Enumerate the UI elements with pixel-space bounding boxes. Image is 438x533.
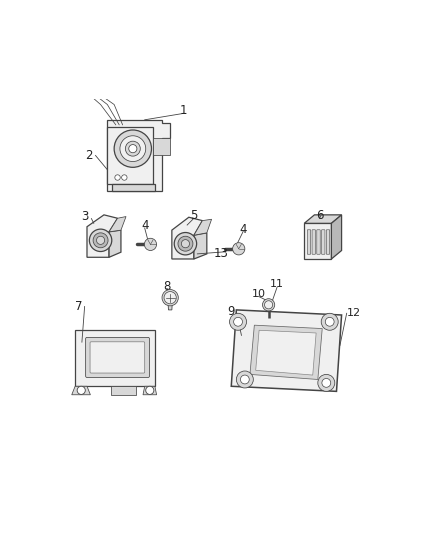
Circle shape [174, 232, 197, 255]
Polygon shape [109, 230, 121, 257]
Circle shape [233, 243, 245, 255]
Text: 10: 10 [251, 288, 265, 298]
Polygon shape [304, 215, 342, 223]
Circle shape [75, 87, 79, 91]
Polygon shape [109, 216, 126, 232]
Text: 4: 4 [240, 223, 247, 236]
Text: 5: 5 [190, 209, 198, 222]
Circle shape [146, 386, 154, 394]
Circle shape [164, 292, 176, 304]
Circle shape [321, 313, 338, 330]
Circle shape [240, 375, 249, 384]
Circle shape [122, 175, 127, 180]
Text: 8: 8 [163, 280, 170, 293]
Polygon shape [304, 223, 332, 259]
Polygon shape [194, 233, 207, 259]
Polygon shape [256, 330, 316, 375]
Polygon shape [107, 120, 170, 191]
Circle shape [322, 378, 331, 387]
Polygon shape [194, 219, 212, 235]
Polygon shape [75, 330, 155, 386]
Circle shape [72, 85, 81, 94]
Circle shape [262, 298, 275, 311]
Circle shape [325, 317, 334, 326]
FancyBboxPatch shape [307, 230, 311, 254]
Polygon shape [72, 386, 90, 395]
Text: 1: 1 [180, 104, 187, 117]
Polygon shape [332, 215, 342, 259]
Circle shape [67, 88, 76, 97]
FancyBboxPatch shape [317, 230, 320, 254]
Circle shape [181, 240, 190, 248]
Circle shape [318, 374, 335, 391]
Polygon shape [143, 386, 156, 395]
Text: 13: 13 [214, 247, 229, 261]
Circle shape [129, 144, 137, 153]
Circle shape [162, 289, 178, 306]
FancyBboxPatch shape [90, 342, 145, 373]
Text: 7: 7 [75, 300, 82, 313]
Polygon shape [87, 215, 117, 257]
Text: 9: 9 [227, 305, 235, 318]
Circle shape [237, 371, 253, 388]
Polygon shape [172, 217, 202, 259]
Circle shape [125, 141, 140, 156]
Circle shape [114, 130, 152, 167]
Circle shape [233, 317, 243, 326]
FancyBboxPatch shape [312, 230, 315, 254]
Circle shape [96, 236, 105, 245]
FancyBboxPatch shape [86, 337, 149, 377]
Circle shape [93, 233, 108, 248]
Circle shape [230, 313, 247, 330]
Polygon shape [153, 139, 170, 156]
Polygon shape [113, 184, 155, 191]
Text: 12: 12 [346, 308, 360, 318]
Polygon shape [250, 325, 322, 379]
Polygon shape [231, 310, 342, 391]
Circle shape [178, 236, 193, 251]
FancyBboxPatch shape [321, 230, 325, 254]
Circle shape [145, 238, 156, 251]
Circle shape [265, 301, 273, 309]
Text: 4: 4 [141, 219, 148, 232]
FancyBboxPatch shape [326, 230, 330, 254]
Circle shape [77, 386, 85, 394]
Circle shape [115, 175, 120, 180]
Polygon shape [111, 386, 136, 395]
Polygon shape [168, 297, 173, 310]
Text: 6: 6 [316, 209, 323, 222]
Circle shape [120, 136, 146, 161]
Circle shape [89, 229, 112, 252]
Polygon shape [107, 127, 153, 184]
Text: 11: 11 [270, 279, 284, 289]
Text: 3: 3 [81, 210, 89, 223]
Circle shape [70, 91, 74, 95]
Text: 2: 2 [85, 149, 92, 162]
